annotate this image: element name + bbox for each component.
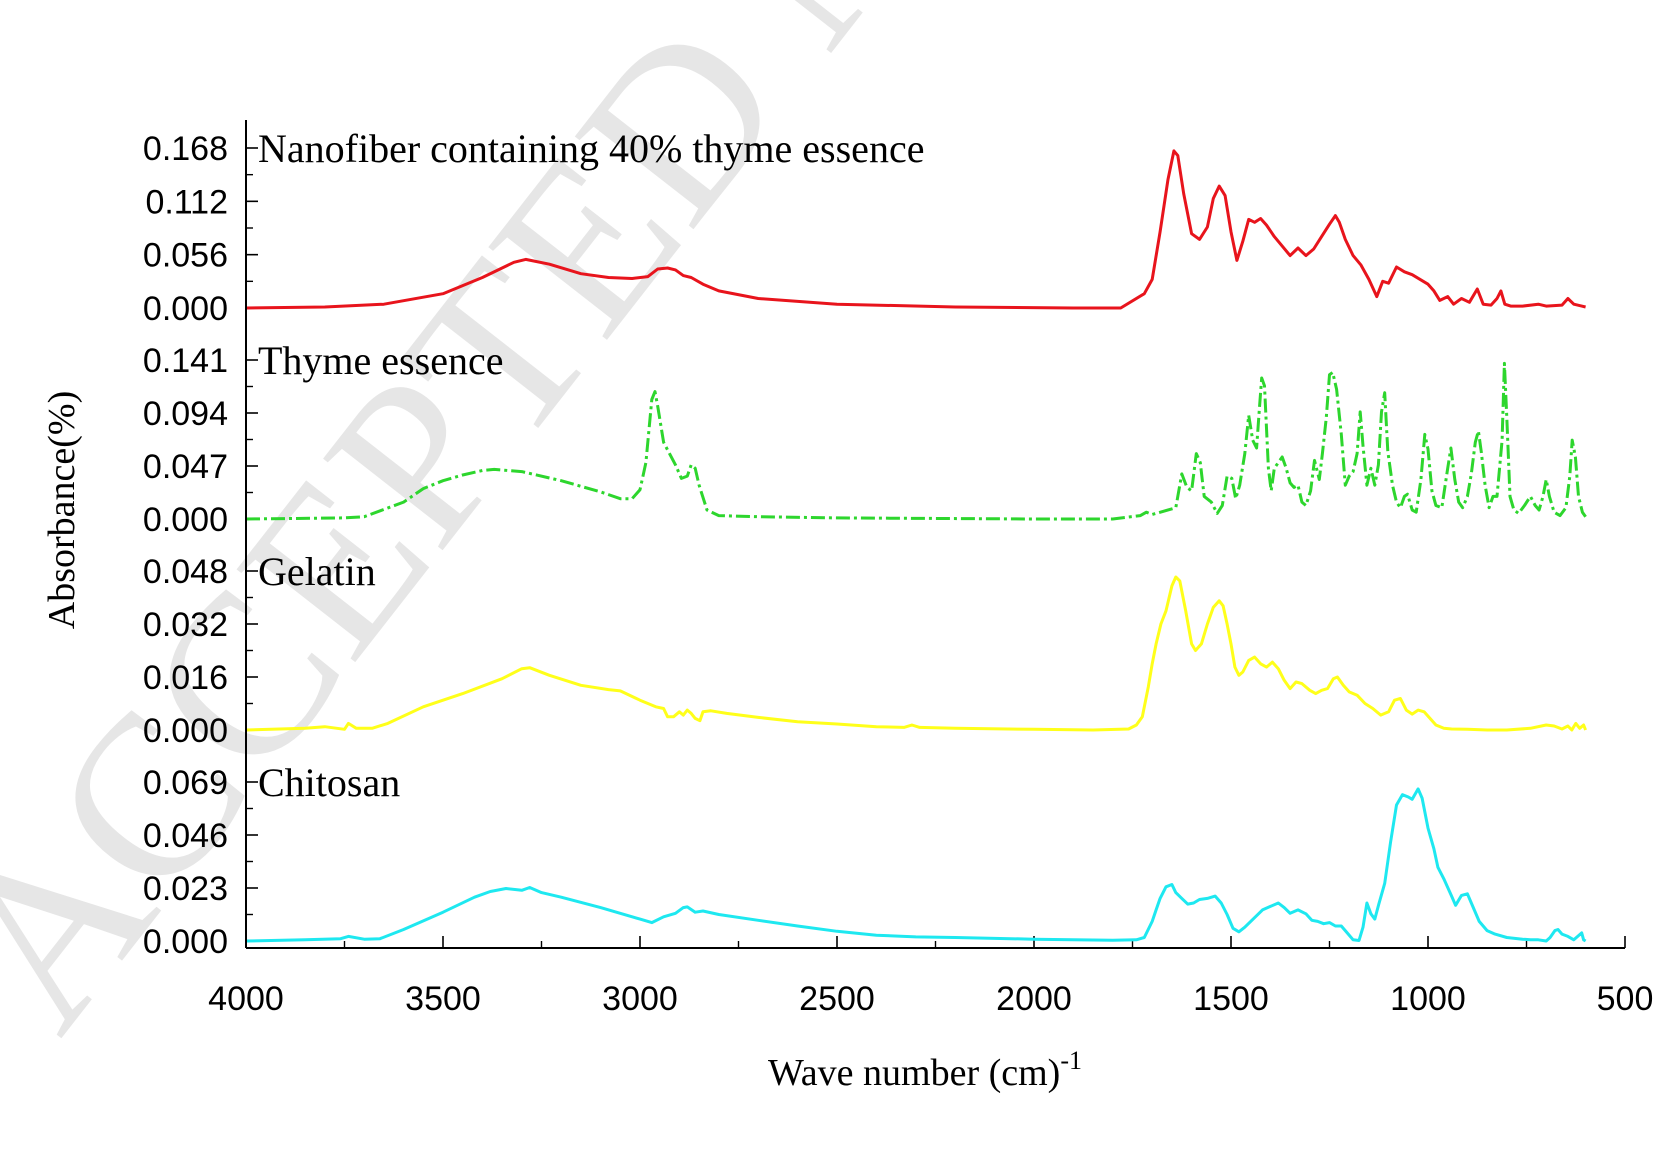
- y-tick-label: 0.032: [143, 606, 228, 644]
- x-tick-label: 2500: [799, 980, 875, 1018]
- x-tick-label: 1500: [1193, 980, 1269, 1018]
- x-tick-label: 1000: [1390, 980, 1466, 1018]
- x-tick-label: 3000: [602, 980, 678, 1018]
- x-tick-label: 500: [1597, 980, 1654, 1018]
- x-tick-label: 4000: [208, 980, 284, 1018]
- series-label: Gelatin: [258, 549, 376, 594]
- x-axis-title: Wave number (cm)-1: [768, 1046, 1082, 1094]
- y-tick-label: 0.048: [143, 553, 228, 591]
- y-axis-title: Absorbance(%): [41, 391, 83, 629]
- y-tick-label: 0.094: [143, 395, 228, 433]
- y-tick-label: 0.046: [143, 817, 228, 855]
- y-tick-label: 0.000: [143, 290, 228, 328]
- series-label: Nanofiber containing 40% thyme essence: [258, 126, 924, 171]
- x-tick-label: 2000: [996, 980, 1072, 1018]
- series-line-4: [245, 787, 1587, 943]
- y-tick-label: 0.168: [143, 130, 228, 168]
- series-label: Chitosan: [258, 760, 400, 805]
- tick-labels: 0.000 0.056 0.112 0.168 Nanofiber containing…: [143, 126, 1653, 1018]
- series-line-1: [245, 149, 1586, 310]
- y-tick-label: 0.047: [143, 448, 228, 486]
- series-line-3: [245, 575, 1587, 732]
- series-label: Thyme essence: [258, 338, 503, 383]
- series-lines: [245, 149, 1587, 943]
- y-tick-label: 0.069: [143, 764, 228, 802]
- y-tick-label: 0.000: [143, 501, 228, 539]
- y-tick-label: 0.000: [143, 712, 228, 750]
- x-axis-title-superscript: -1: [1060, 1046, 1082, 1075]
- x-tick-label: 3500: [405, 980, 481, 1018]
- y-tick-label: 0.112: [145, 183, 228, 221]
- series-line-2: [245, 361, 1587, 521]
- y-tick-label: 0.016: [143, 659, 228, 697]
- y-tick-label: 0.056: [143, 237, 228, 275]
- y-tick-label: 0.000: [143, 923, 228, 961]
- y-tick-label: 0.023: [143, 870, 228, 908]
- y-tick-label: 0.141: [143, 342, 228, 380]
- x-axis-title-text: Wave number (cm): [768, 1052, 1060, 1094]
